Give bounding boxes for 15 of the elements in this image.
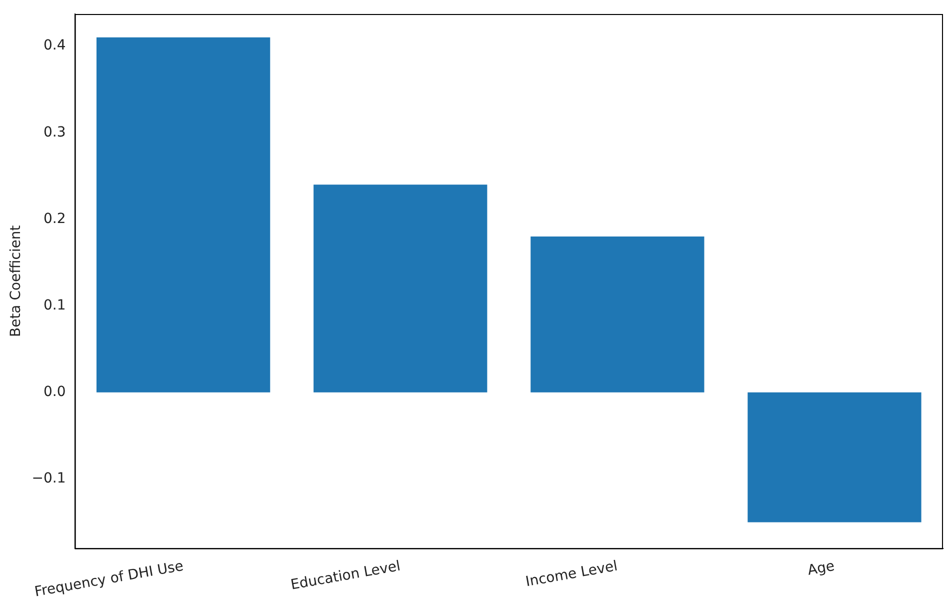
bar: [530, 236, 704, 392]
y-axis-title: Beta Coefficient: [8, 224, 24, 338]
bar: [748, 392, 922, 522]
x-tick-label: Education Level: [290, 558, 402, 594]
y-tick-label: 0.3: [44, 124, 66, 140]
x-tick-label: Income Level: [524, 558, 619, 590]
y-tick-label: 0.0: [44, 384, 66, 400]
x-tick-label: Age: [806, 558, 836, 579]
x-tick-label: Frequency of DHI Use: [33, 558, 185, 600]
y-tick-label: 0.4: [44, 38, 66, 54]
y-tick-label: 0.1: [44, 297, 66, 314]
bar: [314, 184, 488, 392]
y-tick-label: −0.1: [32, 470, 66, 487]
bar: [96, 37, 270, 392]
y-tick-label: 0.2: [44, 210, 66, 227]
